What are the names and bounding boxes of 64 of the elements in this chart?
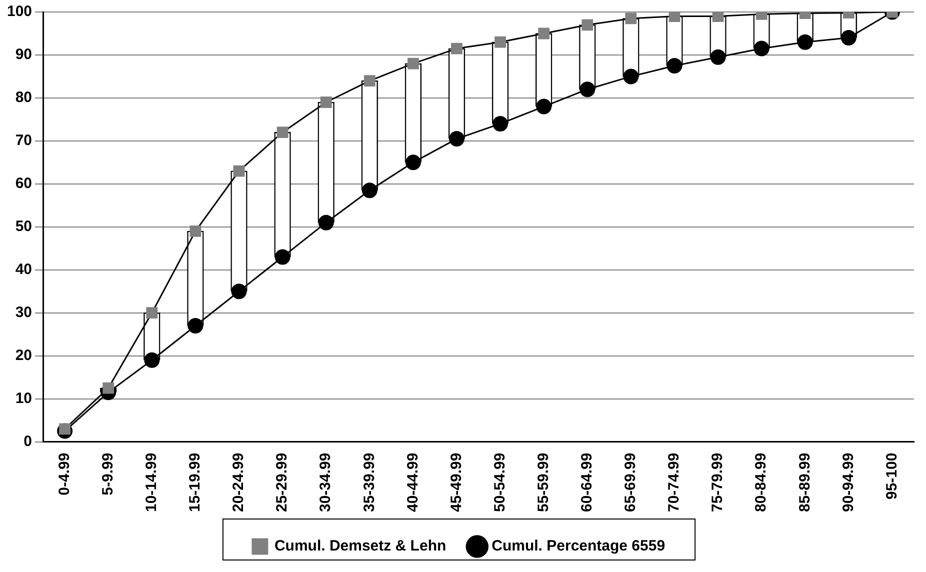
point bbox=[231, 284, 247, 300]
point bbox=[320, 96, 332, 108]
point bbox=[276, 126, 288, 138]
legend-label: Cumul. Percentage 6559 bbox=[492, 538, 666, 555]
y-tick-label: 20 bbox=[15, 346, 32, 364]
point bbox=[840, 30, 856, 46]
point bbox=[538, 28, 550, 40]
point bbox=[623, 68, 639, 84]
point bbox=[580, 82, 596, 98]
point bbox=[666, 58, 682, 74]
x-tick-label: 60-64.99 bbox=[578, 452, 596, 512]
point bbox=[144, 352, 160, 368]
point bbox=[710, 49, 726, 65]
point bbox=[494, 36, 506, 48]
point bbox=[582, 19, 594, 31]
x-tick-label: 25-29.99 bbox=[274, 452, 291, 512]
x-tick-label: 0-4.99 bbox=[56, 452, 73, 496]
x-tick-label: 35-39.99 bbox=[360, 452, 378, 512]
x-tick-label: 10-14.99 bbox=[143, 452, 160, 512]
legend-label: Cumul. Demsetz & Lehn bbox=[274, 538, 446, 555]
y-tick-label: 80 bbox=[15, 89, 32, 106]
y-tick-label: 0 bbox=[24, 432, 32, 450]
point bbox=[451, 42, 462, 54]
point bbox=[754, 40, 770, 56]
y-tick-label: 50 bbox=[15, 218, 32, 236]
x-tick-label: 30-34.99 bbox=[317, 452, 334, 512]
x-tick-label: 70-74.99 bbox=[666, 452, 683, 512]
point bbox=[190, 225, 202, 237]
x-tick-label: 65-69.99 bbox=[622, 452, 640, 512]
x-tick-label: 50-54.99 bbox=[491, 452, 508, 512]
point bbox=[362, 182, 378, 198]
y-tick-label: 10 bbox=[15, 390, 32, 407]
x-tick-label: 75-79.99 bbox=[709, 452, 726, 512]
y-tick-label: 40 bbox=[15, 261, 32, 278]
x-tick-label: 55-59.99 bbox=[534, 452, 552, 512]
point bbox=[233, 165, 245, 177]
point bbox=[536, 98, 552, 114]
x-tick-label: 20-24.99 bbox=[230, 452, 248, 512]
point bbox=[407, 58, 419, 70]
point bbox=[448, 131, 464, 147]
point bbox=[405, 154, 421, 170]
x-tick-label: 85-89.99 bbox=[796, 452, 814, 512]
point bbox=[364, 75, 376, 86]
y-tick-label: 30 bbox=[15, 304, 32, 321]
point bbox=[274, 249, 290, 265]
y-tick-label: 60 bbox=[15, 175, 32, 192]
x-tick-label: 80-84.99 bbox=[752, 452, 770, 512]
y-tick-label: 100 bbox=[6, 3, 32, 20]
point bbox=[318, 214, 334, 230]
point bbox=[146, 307, 158, 319]
x-tick-label: 40-44.99 bbox=[404, 452, 422, 512]
point bbox=[668, 12, 680, 22]
point bbox=[492, 116, 508, 132]
y-tick-label: 90 bbox=[15, 46, 32, 64]
point bbox=[712, 12, 724, 22]
x-tick-label: 5-9.99 bbox=[99, 452, 116, 496]
point bbox=[188, 318, 204, 334]
y-tick-label: 70 bbox=[15, 132, 32, 150]
point bbox=[797, 34, 813, 50]
x-tick-label: 95-100 bbox=[883, 452, 900, 500]
x-tick-label: 45-49.99 bbox=[448, 452, 465, 512]
point bbox=[625, 12, 637, 24]
x-tick-label: 15-19.99 bbox=[186, 452, 204, 512]
x-tick-label: 90-94.99 bbox=[840, 452, 857, 512]
